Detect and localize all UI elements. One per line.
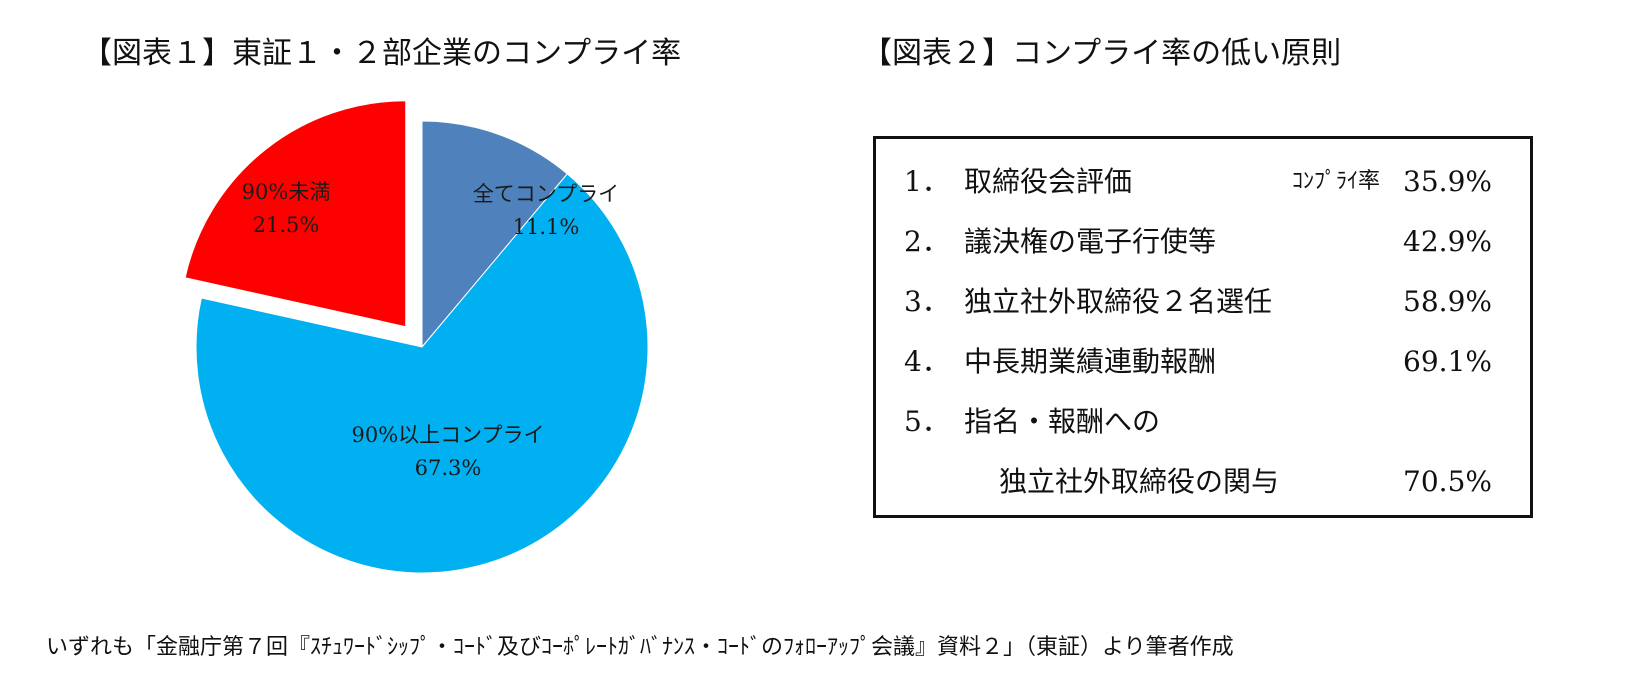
compliance-rate-value: 70.5% [1403,465,1492,498]
principle-name: 独立社外取締役の関与 [999,465,1280,498]
slice-category-label: 全てコンプライ [473,182,619,206]
principle-name: 議決権の電子行使等 [964,225,1217,258]
low-compliance-principles-box: 1． 取締役会評価 ｺﾝﾌﾟﾗｲ率 35.9% 2． 議決権の電子行使等 42.… [873,136,1533,518]
rank-row: 1． 取締役会評価 ｺﾝﾌﾟﾗｲ率 35.9% [876,162,1530,202]
figure1-title: 【図表１】東証１・２部企業のコンプライ率 [82,36,682,71]
slice-category-label: 90%未満 [242,180,331,204]
rank-number: 5． [904,405,950,438]
rank-row: 4． 中長期業績連動報酬 69.1% [876,342,1530,382]
principle-name: 独立社外取締役２名選任 [964,285,1273,318]
rank-row: 5． 指名・報酬への [876,402,1530,442]
figure2-title: 【図表２】コンプライ率の低い原則 [862,36,1342,71]
slice-value-label: 11.1% [513,215,580,239]
rank-row: 2． 議決権の電子行使等 42.9% [876,222,1530,262]
source-footnote: いずれも「金融庁第７回『ｽﾁｭﾜｰﾄﾞｼｯﾌﾟ・ｺｰﾄﾞ及びｺｰﾎﾟﾚｰﾄｶﾞﾊ… [46,635,1234,660]
compliance-rate-value: 58.9% [1403,285,1492,318]
principle-name: 取締役会評価 [964,165,1133,198]
compliance-rate-value: 69.1% [1403,345,1492,378]
rank-row: 独立社外取締役の関与 70.5% [876,462,1530,502]
principle-name: 中長期業績連動報酬 [964,345,1217,378]
principle-name: 指名・報酬への [964,405,1161,438]
compliance-rate-value: 35.9% [1403,165,1492,198]
rank-number: 4． [904,345,950,378]
compliance-rate-value: 42.9% [1403,225,1492,258]
pie-slice [421,120,568,349]
compliance-rate-header: ｺﾝﾌﾟﾗｲ率 [1291,169,1380,194]
slice-value-label: 21.5% [253,213,320,237]
rank-number: 3． [904,285,950,318]
pie-chart: 全てコンプライ 11.1% 90%以上コンプライ 67.3% 90%未満 21.5% [184,100,649,574]
slice-value-label: 67.3% [415,456,482,480]
slice-category-label: 90%以上コンプライ [351,423,544,447]
pie-slice [184,100,407,328]
rank-number: 2． [904,225,950,258]
pie-slice [195,173,649,574]
rank-row: 3． 独立社外取締役２名選任 58.9% [876,282,1530,322]
rank-number: 1． [904,165,950,198]
